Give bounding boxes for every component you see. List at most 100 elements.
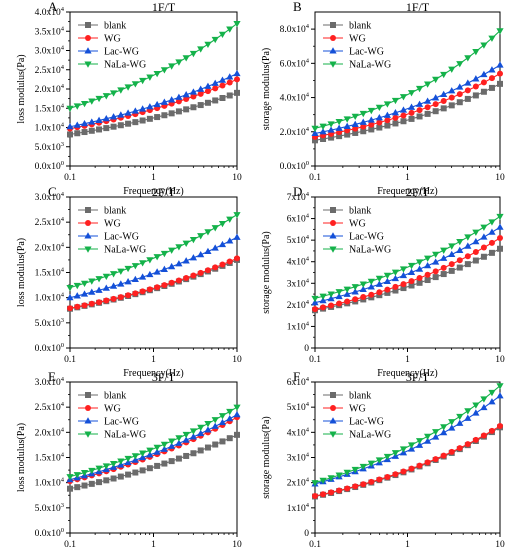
series <box>311 383 504 487</box>
y-tick-label: 5.0x103 <box>35 141 64 153</box>
data-point <box>327 291 335 298</box>
data-point <box>197 233 205 240</box>
data-point <box>496 28 504 35</box>
data-point <box>189 236 198 244</box>
data-point <box>351 120 359 127</box>
data-point <box>117 280 125 287</box>
data-point <box>197 429 205 437</box>
data-point <box>415 100 424 107</box>
data-point <box>190 104 197 111</box>
data-point <box>335 289 343 296</box>
legend-label: NaLa-WG <box>104 60 146 71</box>
data-point <box>182 240 190 247</box>
data-point <box>146 74 154 81</box>
y-tick-label: 1x104 <box>287 502 310 514</box>
data-point <box>182 91 190 98</box>
y-tick-label: 0 <box>304 344 309 354</box>
data-point <box>146 257 154 264</box>
data-point <box>117 458 125 465</box>
data-point <box>226 73 234 80</box>
data-point <box>351 466 359 474</box>
panel-label: D <box>293 184 302 199</box>
data-point <box>218 240 227 248</box>
data-point <box>344 131 351 138</box>
y-tick-label: 8.0x104 <box>280 23 310 35</box>
data-point <box>415 441 424 448</box>
data-point <box>160 250 168 258</box>
data-point <box>448 66 456 73</box>
data-point <box>183 95 190 102</box>
data-point <box>161 460 168 467</box>
data-point <box>88 300 95 307</box>
data-point <box>103 297 110 304</box>
data-point <box>343 122 351 129</box>
legend: blank WG Lac-WG NaLa-WG <box>78 21 146 71</box>
legend-label: Lac-WG <box>349 232 384 243</box>
data-point <box>73 472 81 479</box>
series <box>67 431 240 492</box>
data-point <box>67 131 73 138</box>
data-point <box>359 118 367 125</box>
y-tick-label: 3.0x104 <box>35 45 65 57</box>
data-point <box>384 122 391 129</box>
data-point <box>464 87 471 94</box>
data-point <box>219 95 226 102</box>
series-line <box>69 23 238 109</box>
data-point <box>109 271 118 278</box>
data-point <box>109 460 118 468</box>
legend-label: WG <box>104 404 121 415</box>
data-point <box>480 79 487 86</box>
legend-marker <box>330 392 336 398</box>
data-point <box>319 128 327 135</box>
data-point <box>432 274 439 281</box>
data-point <box>103 477 110 484</box>
plot-frame <box>69 11 238 167</box>
data-point <box>211 244 219 251</box>
data-point <box>73 121 81 128</box>
series-line <box>69 259 238 310</box>
data-point <box>440 105 447 112</box>
plot-frame <box>69 196 238 349</box>
data-point <box>212 264 219 271</box>
data-point <box>109 90 118 97</box>
data-point <box>117 122 124 129</box>
data-point <box>496 383 504 390</box>
y-axis-label: loss modulus(Pa) <box>16 423 27 492</box>
data-point <box>472 402 480 409</box>
data-point <box>368 291 375 298</box>
data-point <box>424 277 431 284</box>
legend-label: blank <box>349 206 371 217</box>
legend-label: NaLa-WG <box>349 430 391 441</box>
data-point <box>464 242 472 249</box>
data-point <box>399 271 408 279</box>
data-point <box>376 289 383 296</box>
series <box>66 233 241 301</box>
data-point <box>496 392 504 399</box>
data-point <box>117 473 124 480</box>
legend-marker <box>84 431 92 438</box>
data-point <box>66 122 74 130</box>
data-point <box>319 123 327 130</box>
data-point <box>408 278 415 285</box>
y-tick-label: 3.0x104 <box>35 191 65 203</box>
data-point <box>168 279 175 286</box>
data-point <box>204 247 212 255</box>
data-point <box>424 110 431 117</box>
data-point <box>480 396 488 403</box>
data-point <box>496 223 504 230</box>
data-point <box>168 63 176 70</box>
data-point <box>432 268 439 275</box>
y-tick-label: 6x104 <box>287 376 310 388</box>
data-point <box>375 104 383 112</box>
data-point <box>415 438 424 445</box>
data-point <box>197 90 204 97</box>
data-point <box>117 294 124 301</box>
y-tick-label: 5.0x103 <box>35 317 64 329</box>
data-point <box>416 107 423 114</box>
x-tick-label: 1 <box>151 355 156 365</box>
data-point <box>424 433 432 441</box>
data-point <box>383 277 391 285</box>
data-point <box>351 284 359 291</box>
data-point <box>175 59 183 66</box>
data-point <box>211 422 219 429</box>
